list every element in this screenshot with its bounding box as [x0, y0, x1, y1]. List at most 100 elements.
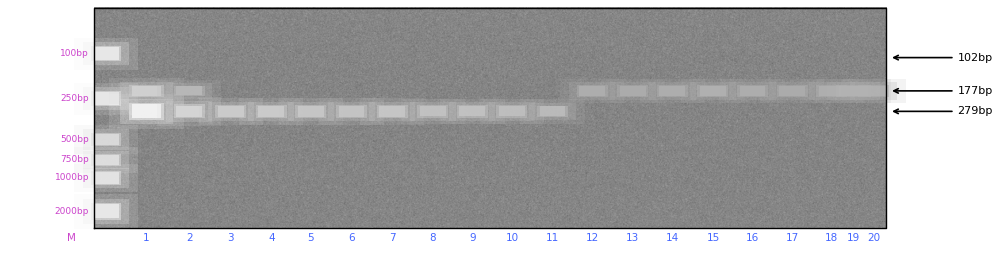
Bar [91, 171, 121, 185]
Bar [83, 167, 129, 188]
Bar [579, 86, 605, 96]
Bar [620, 86, 646, 96]
Text: 19: 19 [847, 233, 860, 243]
Bar [827, 82, 880, 100]
Bar [74, 38, 138, 70]
Bar [91, 91, 121, 106]
Text: 18: 18 [825, 233, 838, 243]
Bar [174, 86, 205, 96]
Bar [520, 99, 585, 124]
Bar [841, 79, 906, 103]
Bar [839, 86, 868, 96]
Bar [760, 79, 824, 103]
Bar [537, 105, 568, 117]
Bar [295, 105, 326, 118]
Text: 2000bp: 2000bp [55, 207, 89, 216]
Bar [93, 92, 119, 105]
Bar [93, 134, 119, 145]
Bar [617, 85, 648, 97]
Bar [740, 86, 765, 96]
Bar [215, 105, 246, 118]
Bar [440, 99, 505, 124]
Bar [417, 105, 448, 118]
Text: 20: 20 [867, 233, 880, 243]
Bar [120, 82, 173, 100]
Bar [218, 106, 244, 117]
Bar [649, 82, 696, 100]
Bar [74, 164, 138, 192]
Bar [858, 85, 889, 97]
Bar [779, 86, 805, 96]
Bar [93, 155, 119, 165]
Bar [83, 42, 129, 65]
Bar [420, 106, 446, 116]
Bar [336, 105, 367, 118]
Bar [166, 83, 212, 99]
Bar [339, 106, 364, 117]
Bar [360, 98, 424, 125]
Text: 2: 2 [186, 233, 192, 243]
Bar [129, 85, 164, 97]
Bar [83, 199, 129, 224]
Bar [369, 102, 415, 121]
Text: 177bp: 177bp [894, 86, 993, 96]
Bar [239, 98, 303, 125]
Bar [91, 133, 121, 146]
Text: 4: 4 [268, 233, 275, 243]
Bar [410, 102, 456, 121]
Bar [120, 99, 173, 124]
Text: 279bp: 279bp [894, 106, 993, 116]
Text: 8: 8 [429, 233, 436, 243]
Bar [459, 106, 485, 116]
Bar [93, 204, 119, 218]
Bar [860, 86, 886, 96]
Bar [199, 98, 263, 125]
Bar [109, 78, 184, 104]
Bar [258, 106, 284, 117]
Bar [157, 80, 221, 102]
Bar [157, 97, 221, 126]
Bar [74, 194, 138, 229]
Bar [166, 101, 212, 122]
Text: 10: 10 [505, 233, 518, 243]
Bar [737, 85, 768, 97]
Bar [279, 98, 343, 125]
Text: 11: 11 [546, 233, 559, 243]
Bar [610, 82, 656, 100]
Bar [176, 105, 202, 117]
Text: 16: 16 [746, 233, 759, 243]
Bar [91, 154, 121, 166]
Bar [499, 106, 525, 116]
Bar [489, 102, 535, 121]
Text: 100bp: 100bp [60, 49, 89, 58]
Bar [74, 147, 138, 173]
Text: 250bp: 250bp [60, 94, 89, 103]
Bar [298, 106, 324, 117]
Bar [690, 82, 736, 100]
Bar [319, 98, 384, 125]
Text: 3: 3 [227, 233, 234, 243]
Text: 1000bp: 1000bp [55, 173, 89, 183]
Bar [91, 203, 121, 220]
Bar [208, 102, 254, 121]
Text: 15: 15 [706, 233, 720, 243]
Text: 13: 13 [626, 233, 639, 243]
Text: 750bp: 750bp [60, 155, 89, 165]
Text: 7: 7 [389, 233, 395, 243]
Bar [109, 94, 184, 129]
Bar [83, 87, 129, 110]
Bar [577, 85, 608, 97]
Text: 500bp: 500bp [60, 135, 89, 144]
Bar [401, 99, 465, 124]
Bar [720, 79, 785, 103]
Bar [93, 172, 119, 184]
Bar [560, 79, 624, 103]
Bar [256, 105, 287, 118]
Bar [816, 85, 847, 97]
Text: 14: 14 [666, 233, 679, 243]
Bar [248, 102, 294, 121]
Bar [496, 105, 527, 118]
Bar [132, 86, 161, 96]
Bar [174, 104, 205, 118]
Bar [659, 86, 685, 96]
